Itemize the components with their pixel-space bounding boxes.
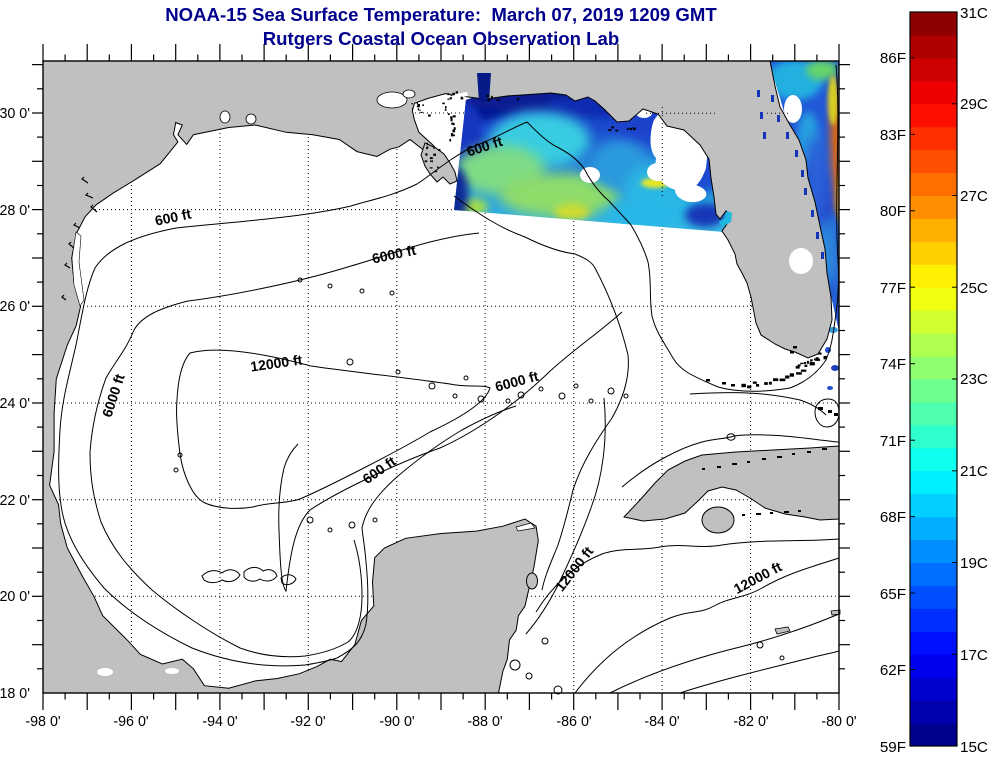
svg-text:-92 0': -92 0' (290, 714, 326, 730)
svg-text:74F: 74F (880, 356, 906, 373)
svg-text:-84 0': -84 0' (644, 714, 680, 730)
svg-text:26 0': 26 0' (0, 299, 30, 315)
svg-text:-96 0': -96 0' (113, 714, 149, 730)
svg-text:23C: 23C (960, 371, 988, 388)
svg-text:Rutgers Coastal Ocean Observat: Rutgers Coastal Ocean Observation Lab (263, 28, 619, 49)
svg-text:71F: 71F (880, 433, 906, 450)
svg-text:19C: 19C (960, 555, 988, 572)
svg-text:65F: 65F (880, 586, 906, 603)
svg-text:86F: 86F (880, 50, 906, 67)
svg-text:12000 ft: 12000 ft (249, 351, 303, 374)
svg-text:-80 0': -80 0' (821, 714, 857, 730)
svg-text:17C: 17C (960, 647, 988, 664)
svg-text:-94 0': -94 0' (202, 714, 238, 730)
svg-text:21C: 21C (960, 463, 988, 480)
svg-text:62F: 62F (880, 662, 906, 679)
svg-text:31C: 31C (960, 5, 988, 22)
svg-text:80F: 80F (880, 203, 906, 220)
svg-text:28 0': 28 0' (0, 203, 30, 219)
svg-text:30 0': 30 0' (0, 106, 30, 122)
svg-text:-98 0': -98 0' (25, 714, 61, 730)
svg-text:-90 0': -90 0' (379, 714, 415, 730)
svg-text:15C: 15C (960, 739, 988, 756)
svg-text:20 0': 20 0' (0, 589, 30, 605)
svg-text:-88 0': -88 0' (467, 714, 503, 730)
svg-text:59F: 59F (880, 739, 906, 756)
svg-text:77F: 77F (880, 280, 906, 297)
svg-text:NOAA-15 Sea Surface Temperatur: NOAA-15 Sea Surface Temperature: March 0… (165, 4, 717, 25)
svg-text:600 ft: 600 ft (153, 205, 192, 228)
svg-text:83F: 83F (880, 127, 906, 144)
svg-text:24 0': 24 0' (0, 396, 30, 412)
svg-text:-82 0': -82 0' (733, 714, 769, 730)
svg-text:29C: 29C (960, 96, 988, 113)
svg-text:-86 0': -86 0' (556, 714, 592, 730)
svg-text:25C: 25C (960, 280, 988, 297)
svg-text:22 0': 22 0' (0, 493, 30, 509)
svg-text:18 0': 18 0' (0, 686, 30, 702)
svg-text:68F: 68F (880, 509, 906, 526)
svg-text:27C: 27C (960, 188, 988, 205)
